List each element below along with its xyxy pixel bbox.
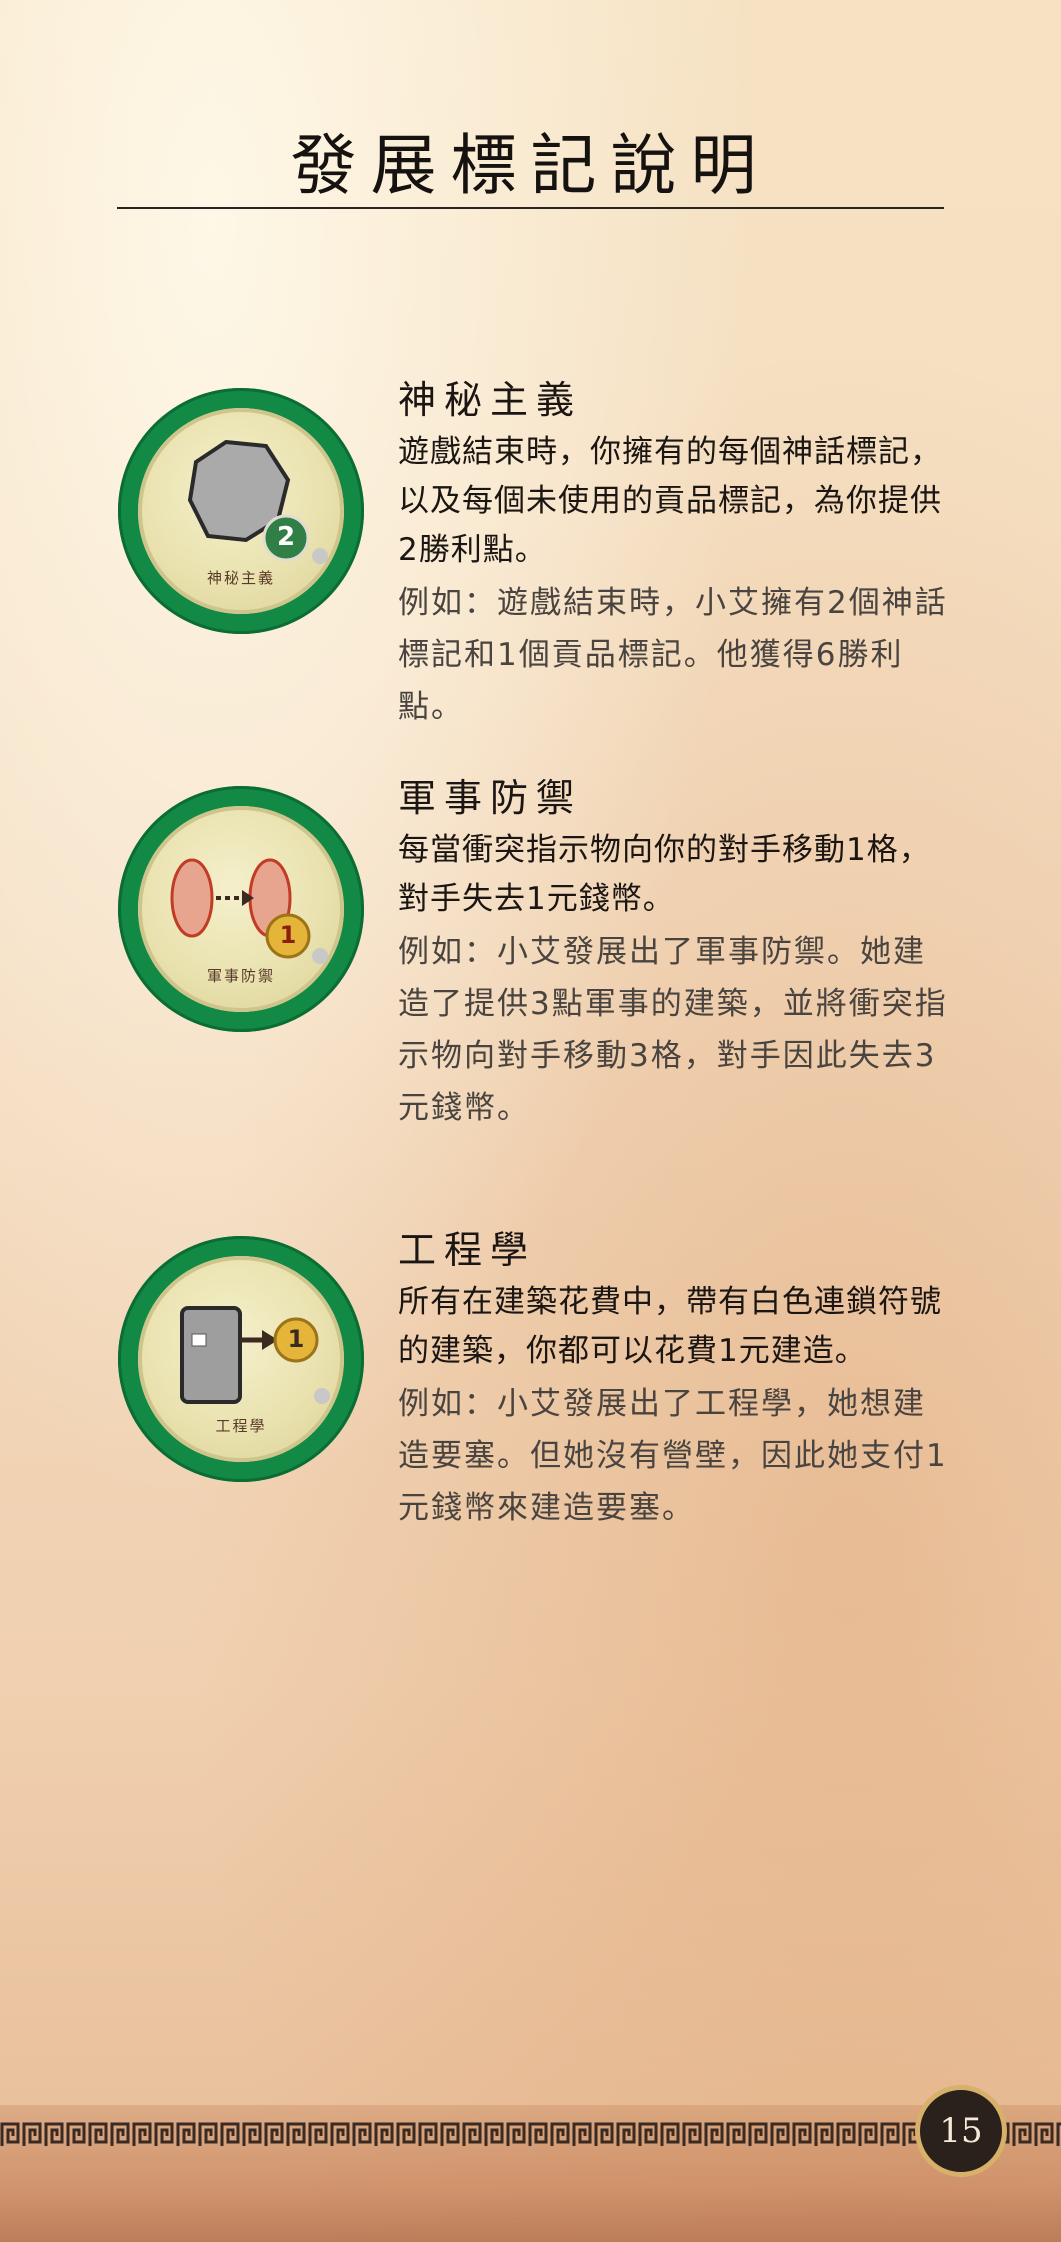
military-defense-token: 1 軍事防禦: [118, 786, 364, 1032]
engineering-token: 1 工程學: [118, 1236, 364, 1482]
page-number: 15: [915, 2085, 1007, 2177]
section-example: 例如：小艾發展出了工程學，她想建造要塞。但她沒有營壁，因此她支付1元錢幣來建造要…: [398, 1386, 948, 1526]
token-label: 工程學: [215, 1417, 267, 1435]
token-value: 2: [276, 522, 296, 552]
title-rule: [117, 207, 944, 209]
card-chain-icon: [180, 1306, 330, 1404]
section-body: 每當衝突指示物向你的對手移動1格，對手失去1元錢幣。: [398, 832, 931, 917]
section-title: 軍事防禦: [398, 776, 583, 820]
greek-key-border: [0, 2118, 1061, 2152]
heptagon-myth-icon: [187, 439, 328, 564]
token-value: 1: [279, 921, 297, 949]
section-title: 神秘主義: [398, 378, 583, 422]
token-label: 神秘主義: [206, 569, 275, 587]
page-title: 發展標記說明: [290, 127, 771, 204]
section-example: 例如：小艾發展出了軍事防禦。她建造了提供3點軍事的建築，並將衝突指示物向對手移動…: [398, 934, 948, 1126]
conflict-move-icon: [170, 858, 328, 964]
section-title: 工程學: [398, 1228, 537, 1272]
token-label: 軍事防禦: [206, 967, 275, 985]
mysticism-token: 2 神秘主義: [118, 388, 364, 634]
section-body: 遊戲結束時，你擁有的每個神話標記，以及每個未使用的貢品標記，為你提供2勝利點。: [398, 434, 942, 568]
section-body: 所有在建築花費中，帶有白色連鎖符號的建築，你都可以花費1元建造。: [398, 1284, 942, 1369]
section-example: 例如：遊戲結束時，小艾擁有2個神話標記和1個貢品標記。他獲得6勝利點。: [398, 585, 948, 725]
token-value: 1: [287, 1325, 305, 1353]
